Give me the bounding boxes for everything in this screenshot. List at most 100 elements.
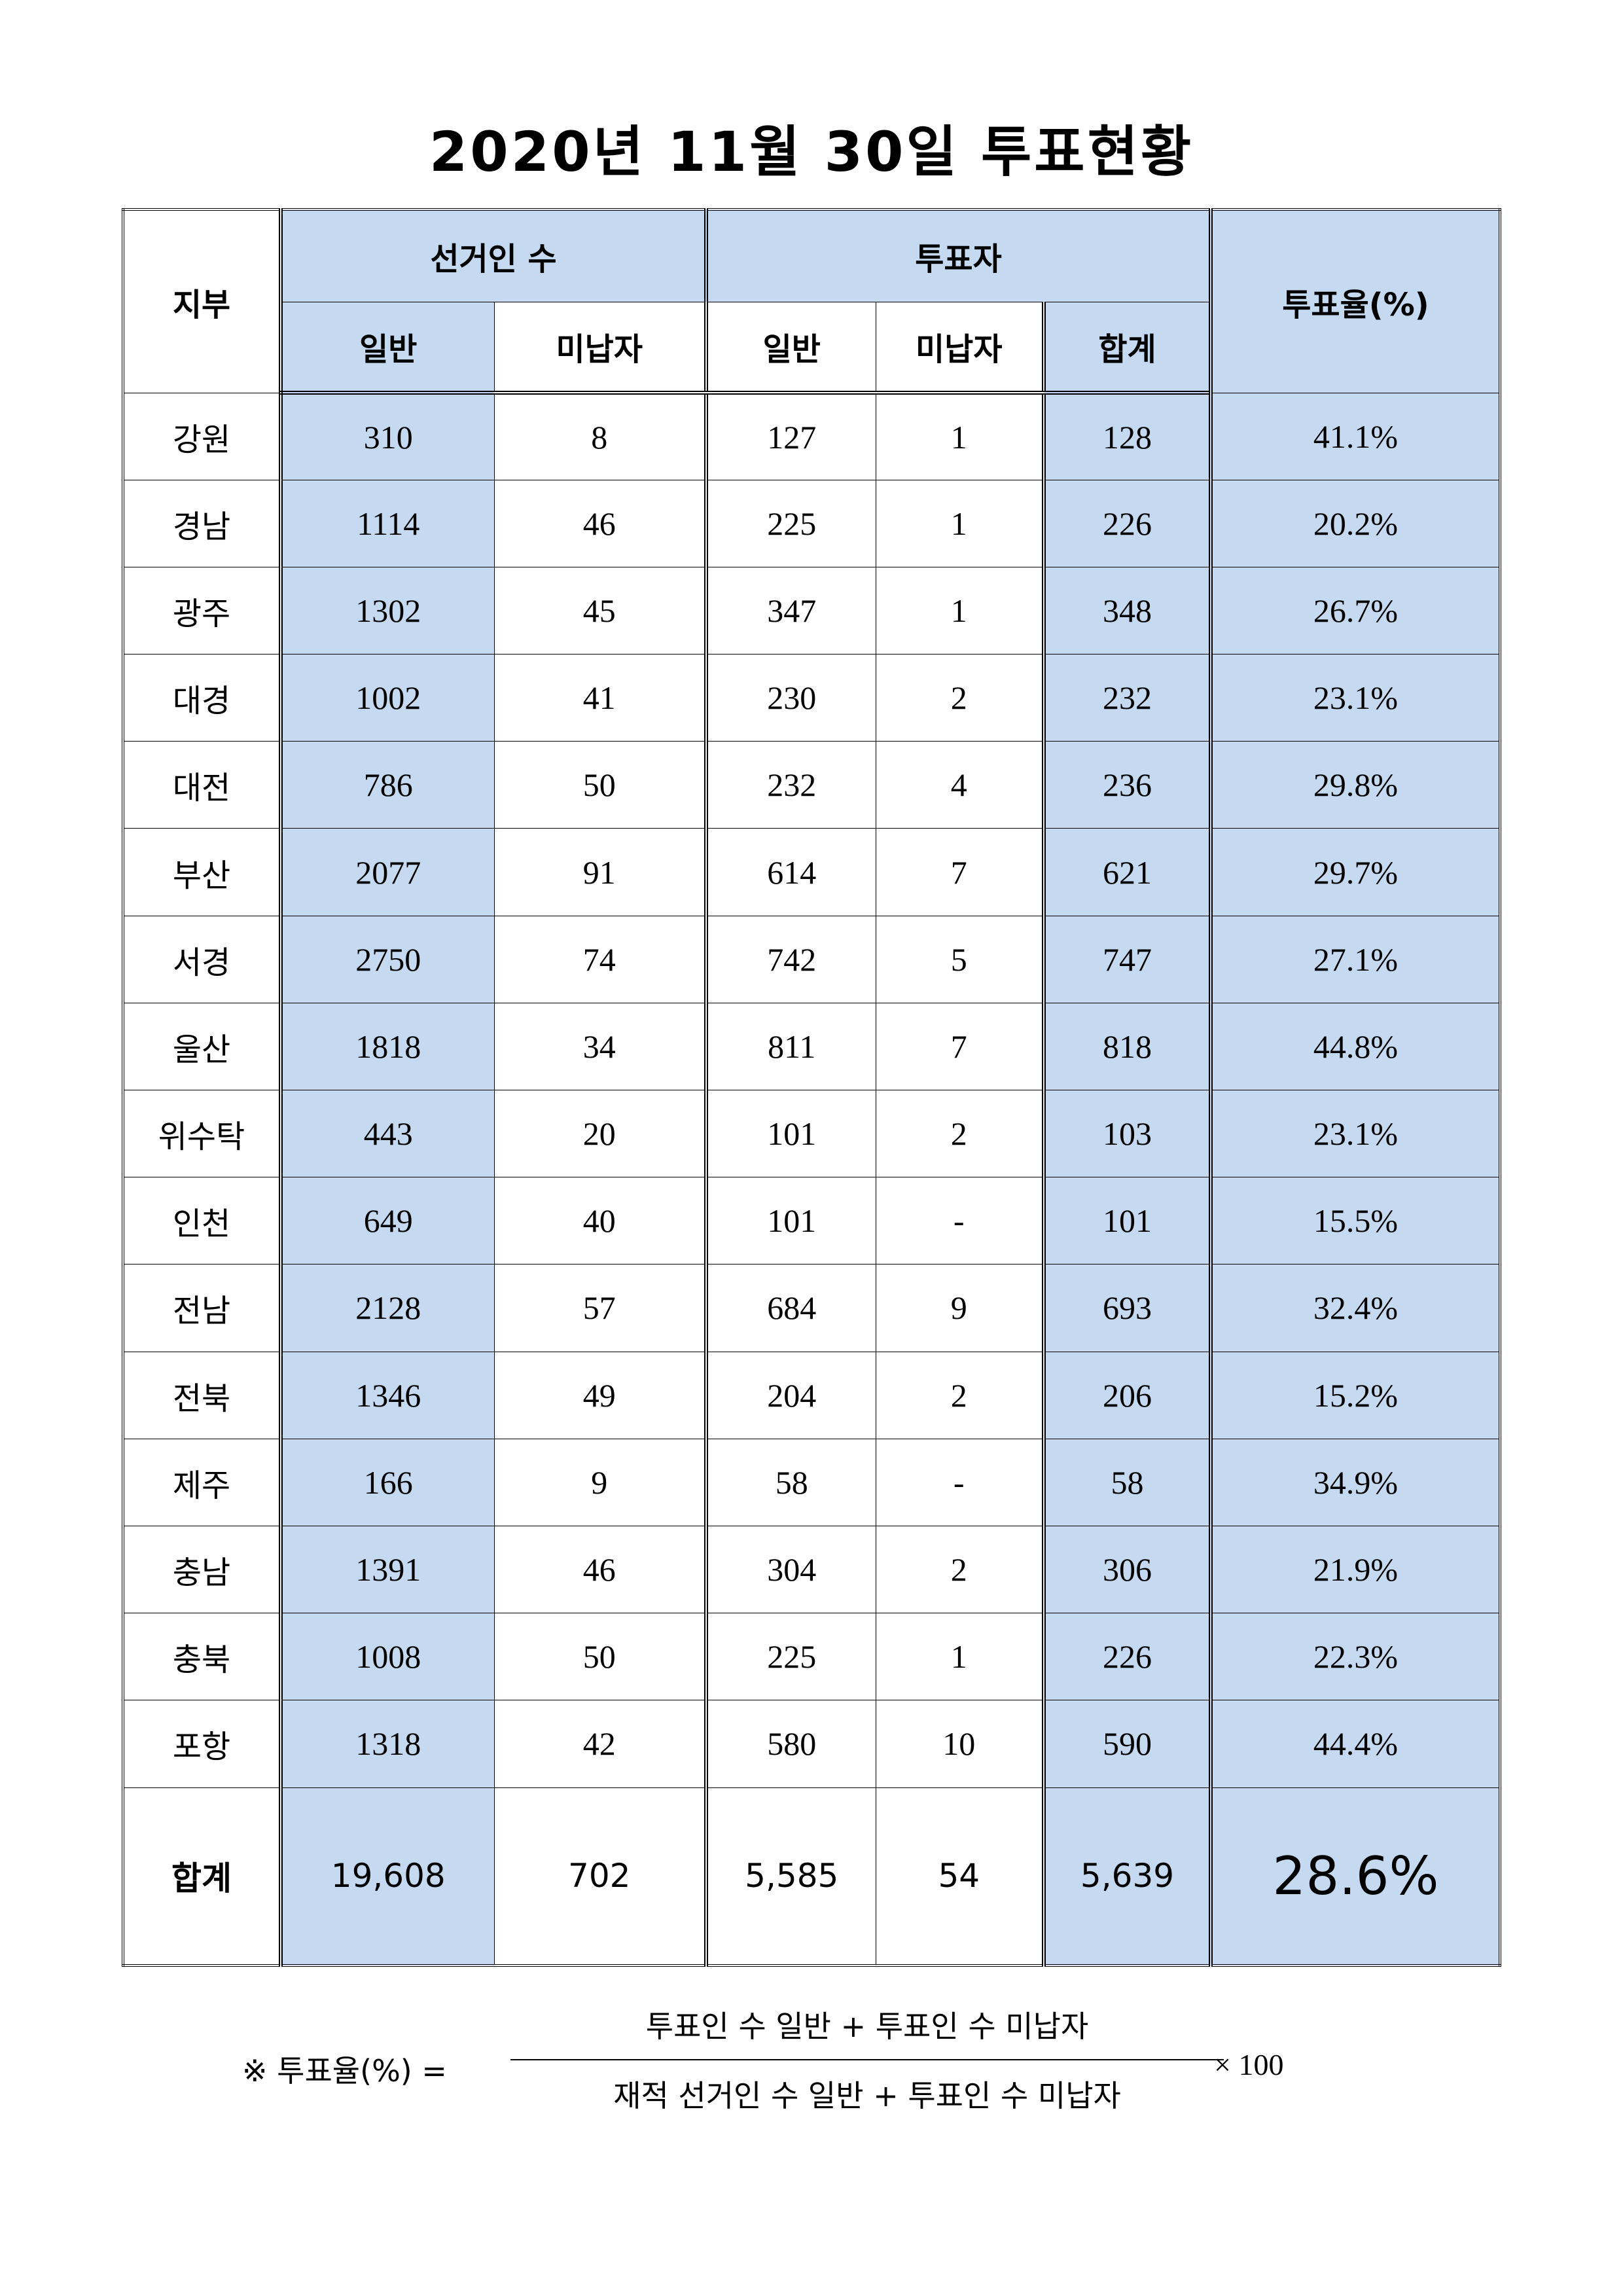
cell-voters-unpaid: 50 (493, 741, 707, 829)
table-row: 전북 1346 49 204 2 206 15.2% (122, 1351, 1501, 1439)
formula-lhs: ※ 투표율(%) = (242, 2053, 447, 2089)
cell-branch: 울산 (122, 1002, 281, 1091)
cell-ballots-sum: 226 (1042, 1613, 1211, 1701)
header-ballots-sum: 합계 (1042, 301, 1211, 395)
cell-ballots-sum: 232 (1042, 654, 1211, 742)
cell-voters-general: 2128 (279, 1264, 495, 1352)
total-ballots-unpaid: 54 (875, 1787, 1044, 1966)
cell-ballots-sum: 101 (1042, 1177, 1211, 1265)
cell-voters-general: 443 (279, 1089, 495, 1178)
cell-ballots-general: 614 (704, 828, 876, 916)
cell-branch: 강원 (122, 392, 281, 480)
cell-ballots-sum: 747 (1042, 915, 1211, 1003)
cell-branch: 광주 (122, 566, 281, 655)
cell-turnout-rate: 23.1% (1209, 654, 1501, 742)
cell-ballots-unpaid: 7 (875, 828, 1044, 916)
total-voters-unpaid: 702 (493, 1787, 707, 1966)
cell-voters-unpaid: 42 (493, 1700, 707, 1788)
cell-voters-unpaid: 45 (493, 566, 707, 655)
table-row: 광주 1302 45 347 1 348 26.7% (122, 566, 1501, 655)
cell-voters-general: 2077 (279, 828, 495, 916)
cell-voters-general: 1318 (279, 1700, 495, 1788)
cell-turnout-rate: 26.7% (1209, 566, 1501, 655)
cell-branch: 경남 (122, 479, 281, 567)
table-row: 충북 1008 50 225 1 226 22.3% (122, 1613, 1501, 1701)
turnout-formula: ※ 투표율(%) = 투표인 수 일반 + 투표인 수 미납자 재적 선거인 수… (242, 2003, 1322, 2114)
cell-branch: 충남 (122, 1525, 281, 1614)
cell-ballots-unpaid: 10 (875, 1700, 1044, 1788)
cell-ballots-unpaid: - (875, 1177, 1044, 1265)
cell-turnout-rate: 44.4% (1209, 1700, 1501, 1788)
formula-multiplier: × 100 (1214, 2048, 1284, 2081)
header-ballots-general: 일반 (704, 301, 876, 395)
cell-turnout-rate: 32.4% (1209, 1264, 1501, 1352)
cell-ballots-unpaid: 9 (875, 1264, 1044, 1352)
table-row: 대경 1002 41 230 2 232 23.1% (122, 654, 1501, 742)
cell-turnout-rate: 29.8% (1209, 741, 1501, 829)
cell-voters-unpaid: 91 (493, 828, 707, 916)
cell-voters-general: 1114 (279, 479, 495, 567)
cell-ballots-unpaid: 2 (875, 1351, 1044, 1439)
cell-turnout-rate: 44.8% (1209, 1002, 1501, 1091)
cell-branch: 전북 (122, 1351, 281, 1439)
cell-ballots-general: 101 (704, 1177, 876, 1265)
cell-branch: 대전 (122, 741, 281, 829)
cell-voters-general: 1008 (279, 1613, 495, 1701)
cell-turnout-rate: 27.1% (1209, 915, 1501, 1003)
cell-voters-unpaid: 46 (493, 1525, 707, 1614)
table-row: 충남 1391 46 304 2 306 21.9% (122, 1525, 1501, 1614)
header-ballots: 투표자 (704, 209, 1211, 302)
cell-ballots-sum: 128 (1042, 392, 1211, 480)
cell-voters-general: 310 (279, 392, 495, 480)
header-voters-general: 일반 (279, 301, 495, 395)
cell-branch: 대경 (122, 654, 281, 742)
table-row: 위수탁 443 20 101 2 103 23.1% (122, 1089, 1501, 1178)
cell-voters-unpaid: 8 (493, 392, 707, 480)
header-ballots-unpaid: 미납자 (875, 301, 1044, 395)
cell-branch: 포항 (122, 1700, 281, 1788)
cell-turnout-rate: 29.7% (1209, 828, 1501, 916)
fraction-line (510, 2059, 1224, 2060)
cell-branch: 위수탁 (122, 1089, 281, 1178)
cell-ballots-sum: 621 (1042, 828, 1211, 916)
cell-voters-unpaid: 40 (493, 1177, 707, 1265)
cell-turnout-rate: 20.2% (1209, 479, 1501, 567)
cell-ballots-general: 684 (704, 1264, 876, 1352)
cell-ballots-unpaid: 7 (875, 1002, 1044, 1091)
cell-ballots-general: 127 (704, 392, 876, 480)
formula-numerator: 투표인 수 일반 + 투표인 수 미납자 (645, 2009, 1089, 2044)
table-row: 울산 1818 34 811 7 818 44.8% (122, 1002, 1501, 1091)
cell-turnout-rate: 23.1% (1209, 1089, 1501, 1178)
cell-voters-general: 1346 (279, 1351, 495, 1439)
cell-ballots-sum: 590 (1042, 1700, 1211, 1788)
cell-voters-unpaid: 41 (493, 654, 707, 742)
total-ballots-sum: 5,639 (1042, 1787, 1211, 1966)
table-row: 강원 310 8 127 1 128 41.1% (122, 392, 1501, 480)
cell-ballots-sum: 306 (1042, 1525, 1211, 1614)
cell-voters-general: 1002 (279, 654, 495, 742)
page-title: 2020년 11월 30일 투표현황 (429, 120, 1194, 184)
cell-ballots-general: 304 (704, 1525, 876, 1614)
cell-ballots-general: 225 (704, 479, 876, 567)
cell-branch: 서경 (122, 915, 281, 1003)
cell-voters-general: 166 (279, 1438, 495, 1526)
cell-voters-unpaid: 34 (493, 1002, 707, 1091)
cell-ballots-general: 347 (704, 566, 876, 655)
header-voters-unpaid: 미납자 (493, 301, 707, 395)
header-voters: 선거인 수 (279, 209, 707, 302)
cell-branch: 부산 (122, 828, 281, 916)
cell-turnout-rate: 41.1% (1209, 392, 1501, 480)
table-row: 서경 2750 74 742 5 747 27.1% (122, 915, 1501, 1003)
cell-ballots-sum: 818 (1042, 1002, 1211, 1091)
cell-voters-general: 1391 (279, 1525, 495, 1614)
cell-ballots-general: 101 (704, 1089, 876, 1178)
cell-ballots-general: 580 (704, 1700, 876, 1788)
cell-ballots-sum: 226 (1042, 479, 1211, 567)
cell-voters-unpaid: 50 (493, 1613, 707, 1701)
table-row: 부산 2077 91 614 7 621 29.7% (122, 828, 1501, 916)
cell-branch: 제주 (122, 1438, 281, 1526)
cell-turnout-rate: 15.5% (1209, 1177, 1501, 1265)
cell-turnout-rate: 34.9% (1209, 1438, 1501, 1526)
table-row: 경남 1114 46 225 1 226 20.2% (122, 479, 1501, 567)
cell-ballots-general: 58 (704, 1438, 876, 1526)
